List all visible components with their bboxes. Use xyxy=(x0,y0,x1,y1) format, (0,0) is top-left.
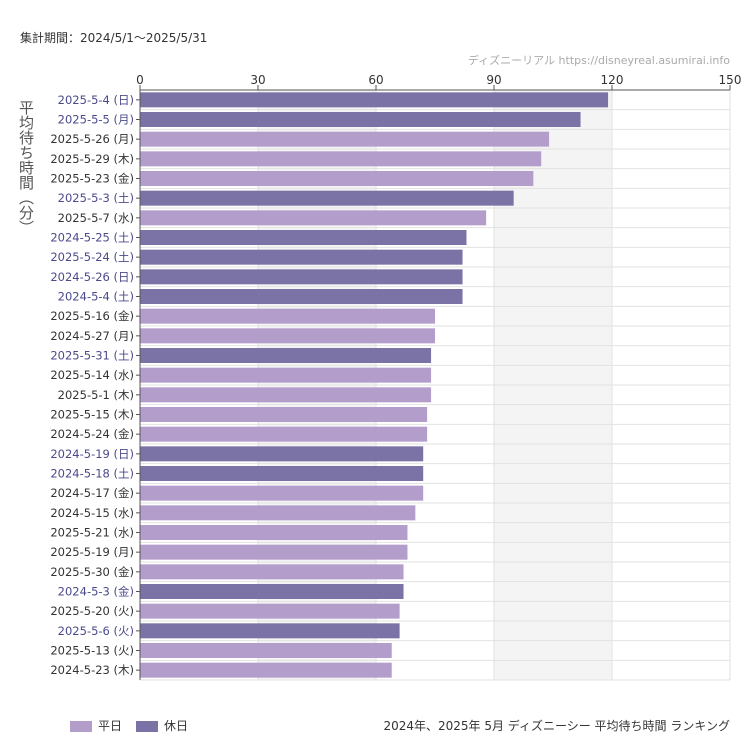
bar xyxy=(140,308,435,324)
x-tick-label: 90 xyxy=(486,73,501,87)
bar xyxy=(140,407,428,422)
y-tick-label: 2025-5-30 (金) xyxy=(50,565,134,579)
y-tick-label: 2025-5-24 (土) xyxy=(50,250,134,264)
bar xyxy=(140,485,424,501)
bar xyxy=(140,662,392,678)
bar xyxy=(140,544,408,560)
x-tick-label: 0 xyxy=(136,73,144,87)
legend-swatch-holiday xyxy=(136,721,159,732)
y-tick-label: 2024-5-27 (月) xyxy=(50,329,134,343)
x-tick-label: 120 xyxy=(601,73,624,87)
bar xyxy=(140,367,432,383)
y-tick-label: 2025-5-7 (水) xyxy=(58,211,134,225)
y-tick-label: 2024-5-24 (金) xyxy=(50,427,134,441)
y-tick-label: 2024-5-15 (水) xyxy=(50,506,134,520)
bar xyxy=(140,289,463,304)
y-tick-label: 2025-5-3 (土) xyxy=(58,191,134,205)
bar xyxy=(140,525,408,540)
y-tick-label: 2024-5-25 (土) xyxy=(50,231,134,245)
legend-weekday[interactable]: 平日 xyxy=(70,717,122,734)
bar xyxy=(140,505,416,521)
legend-swatch-weekday xyxy=(70,721,92,732)
bar xyxy=(140,131,550,147)
bar xyxy=(140,230,467,245)
bar xyxy=(140,466,424,481)
y-tick-label: 2025-5-6 (火) xyxy=(58,624,134,638)
y-tick-label: 2025-5-26 (月) xyxy=(50,132,134,146)
bar xyxy=(140,249,463,265)
y-tick-label: 2024-5-3 (金) xyxy=(58,585,134,599)
bar xyxy=(140,210,487,226)
bar xyxy=(140,603,400,619)
y-tick-label: 2025-5-19 (月) xyxy=(50,545,134,559)
y-tick-label: 2025-5-14 (水) xyxy=(50,368,134,382)
y-axis-label: 平均待ち時間（分） xyxy=(17,100,35,235)
bar xyxy=(140,584,404,599)
y-tick-label: 2025-5-21 (水) xyxy=(50,526,134,540)
y-tick-label: 2025-5-15 (木) xyxy=(50,408,134,422)
legend-label: 平日 xyxy=(98,719,123,733)
legend-label: 休日 xyxy=(164,719,189,733)
y-tick-label: 2024-5-23 (木) xyxy=(50,663,134,677)
bar xyxy=(140,151,542,167)
y-tick-label: 2025-5-23 (金) xyxy=(50,172,134,186)
y-tick-label: 2024-5-18 (土) xyxy=(50,467,134,481)
y-tick-label: 2024-5-4 (土) xyxy=(58,290,134,304)
bar xyxy=(140,564,404,580)
y-tick-label: 2025-5-13 (火) xyxy=(50,644,134,658)
bar xyxy=(140,348,432,363)
x-tick-label: 30 xyxy=(250,73,265,87)
y-tick-label: 2025-5-16 (金) xyxy=(50,309,134,323)
bar xyxy=(140,190,514,206)
y-tick-label: 2024-5-26 (日) xyxy=(50,270,134,284)
bar xyxy=(140,328,435,344)
y-tick-label: 2025-5-5 (月) xyxy=(58,113,134,127)
y-tick-label: 2025-5-4 (日) xyxy=(58,93,134,107)
bar xyxy=(140,387,432,403)
bar xyxy=(140,171,534,186)
bar xyxy=(140,623,400,639)
y-tick-label: 2025-5-31 (土) xyxy=(50,349,134,363)
bar xyxy=(140,92,609,108)
y-tick-label: 2025-5-20 (火) xyxy=(50,604,134,618)
chart-title: 2024年、2025年 5月 ディズニーシー 平均待ち時間 ランキング xyxy=(383,719,730,733)
x-tick-label: 60 xyxy=(368,73,383,87)
bar xyxy=(140,269,463,285)
y-tick-label: 2024-5-17 (金) xyxy=(50,486,134,500)
x-tick-label: 150 xyxy=(719,73,742,87)
y-tick-label: 2024-5-19 (日) xyxy=(50,447,134,461)
bar xyxy=(140,446,424,462)
legend: 平日 休日 xyxy=(70,717,188,734)
y-tick-label: 2025-5-29 (木) xyxy=(50,152,134,166)
bar xyxy=(140,643,392,658)
bar xyxy=(140,426,428,442)
period-label: 集計期間：2024/5/1〜2025/5/31 xyxy=(20,31,208,45)
bar xyxy=(140,112,581,127)
y-tick-label: 2025-5-1 (木) xyxy=(58,388,134,402)
legend-holiday[interactable]: 休日 xyxy=(136,717,188,734)
credit-link[interactable]: ディズニーリアル https://disneyreal.asumirai.inf… xyxy=(467,54,730,67)
